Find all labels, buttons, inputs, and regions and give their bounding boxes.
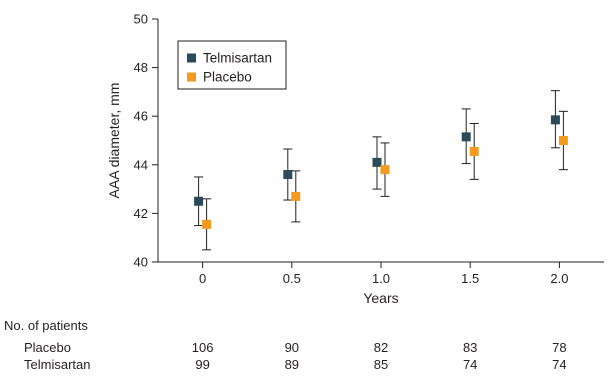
telmisartan-point — [550, 115, 560, 125]
risk-count-placebo: 78 — [552, 340, 567, 355]
legend-label-telmisartan: Telmisartan — [203, 51, 272, 66]
data-marks — [194, 90, 568, 251]
risk-count-telmisartan: 89 — [284, 357, 300, 372]
risk-count-telmisartan: 85 — [373, 357, 389, 372]
y-tick-label: 50 — [134, 12, 148, 27]
x-tick-label: 1.0 — [372, 271, 390, 286]
risk-count-telmisartan: 99 — [195, 357, 210, 372]
y-tick-label: 48 — [134, 60, 148, 75]
telmisartan-point — [194, 196, 204, 206]
placebo-point — [380, 165, 390, 175]
telmisartan-point — [461, 132, 471, 142]
x-tick-label: 1.5 — [461, 271, 479, 286]
risk-count-placebo: 90 — [284, 340, 300, 355]
x-axis-title: Years — [363, 290, 398, 306]
legend-swatch-placebo — [187, 72, 196, 82]
telmisartan-point — [283, 170, 293, 180]
y-tick-label: 44 — [134, 157, 148, 172]
risk-count-telmisartan: 74 — [462, 357, 478, 372]
placebo-point — [291, 191, 301, 201]
legend-swatch-telmisartan — [187, 53, 196, 63]
risk-count-placebo: 83 — [462, 340, 478, 355]
y-tick-label: 42 — [134, 206, 148, 221]
y-axis-title: AAA diameter, mm — [106, 83, 122, 199]
risk-row-label-telmisartan: Telmisartan — [24, 357, 91, 372]
chart-figure: 40 42 44 46 48 50 0 0.5 1.0 1.5 2.0 Years AAA diamet… — [106, 12, 604, 306]
risk-row-label-placebo: Placebo — [24, 340, 71, 355]
risk-count-placebo: 82 — [373, 340, 389, 355]
legend: Telmisartan Placebo — [177, 40, 287, 90]
placebo-point — [558, 136, 568, 145]
placebo-point — [469, 146, 479, 156]
risk-table-title: No. of patients — [4, 318, 88, 333]
risk-count-placebo: 106 — [191, 340, 214, 355]
axes: 40 42 44 46 48 50 0 0.5 1.0 1.5 2.0 Years AAA diamet… — [106, 12, 604, 306]
legend-label-placebo: Placebo — [203, 70, 252, 85]
y-tick-label: 46 — [134, 109, 148, 124]
x-tick-label: 0 — [199, 271, 206, 286]
risk-count-telmisartan: 74 — [552, 357, 567, 372]
x-tick-label: 0.5 — [283, 271, 301, 286]
y-tick-label: 40 — [134, 255, 148, 270]
telmisartan-point — [372, 157, 382, 167]
x-tick-label: 2.0 — [550, 271, 568, 286]
placebo-point — [202, 219, 212, 229]
